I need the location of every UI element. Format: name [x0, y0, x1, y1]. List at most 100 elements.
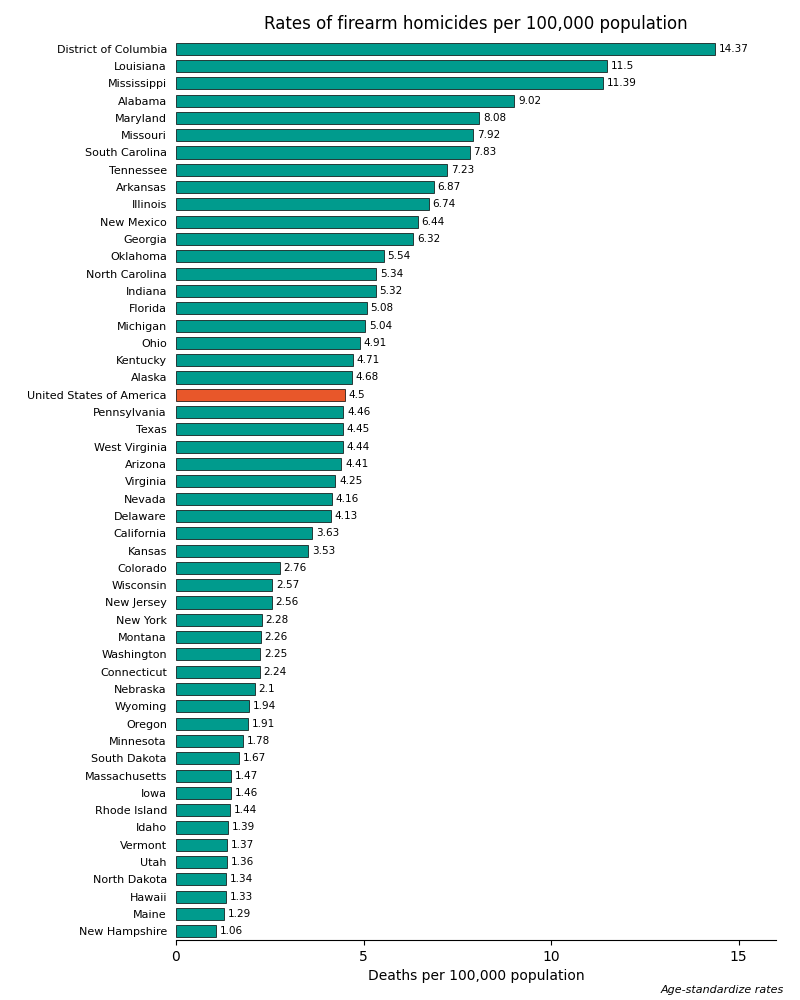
Text: 11.5: 11.5 — [611, 61, 634, 71]
Bar — [176, 458, 342, 470]
Bar — [176, 614, 262, 626]
Text: 5.54: 5.54 — [387, 251, 410, 261]
Bar — [176, 77, 603, 89]
Text: 6.87: 6.87 — [438, 182, 461, 192]
Bar — [176, 371, 351, 384]
Text: Age-standardize rates: Age-standardize rates — [661, 985, 784, 995]
Bar — [176, 683, 254, 695]
Bar — [176, 389, 345, 401]
Text: 6.44: 6.44 — [422, 217, 445, 227]
Bar — [176, 700, 249, 712]
Bar — [176, 406, 343, 418]
Text: 7.83: 7.83 — [474, 147, 497, 157]
Bar — [176, 908, 224, 920]
Text: 2.1: 2.1 — [258, 684, 275, 694]
Text: 5.08: 5.08 — [370, 303, 394, 313]
Bar — [176, 302, 366, 314]
Bar — [176, 873, 226, 885]
Text: 2.76: 2.76 — [283, 563, 306, 573]
Text: 1.34: 1.34 — [230, 874, 254, 884]
Bar — [176, 735, 242, 747]
Bar — [176, 233, 413, 245]
Text: 1.39: 1.39 — [232, 822, 255, 832]
Bar — [176, 891, 226, 903]
Bar — [176, 354, 353, 366]
Bar — [176, 527, 312, 539]
Text: 1.44: 1.44 — [234, 805, 257, 815]
Bar — [176, 648, 260, 660]
Bar — [176, 441, 342, 453]
Bar — [176, 631, 261, 643]
Text: 4.46: 4.46 — [347, 407, 370, 417]
Text: 1.78: 1.78 — [246, 736, 270, 746]
Text: 1.67: 1.67 — [242, 753, 266, 763]
Text: 1.91: 1.91 — [251, 719, 274, 729]
Text: 4.44: 4.44 — [346, 442, 370, 452]
Text: 2.57: 2.57 — [276, 580, 299, 590]
Bar — [176, 95, 514, 107]
Text: 3.63: 3.63 — [316, 528, 339, 538]
Bar — [176, 112, 479, 124]
Bar — [176, 198, 429, 210]
Bar — [176, 562, 279, 574]
Text: 1.33: 1.33 — [230, 892, 253, 902]
X-axis label: Deaths per 100,000 population: Deaths per 100,000 population — [368, 969, 584, 983]
Bar — [176, 579, 272, 591]
Text: 6.32: 6.32 — [417, 234, 440, 244]
Text: 1.47: 1.47 — [235, 771, 258, 781]
Text: 1.37: 1.37 — [231, 840, 254, 850]
Bar — [176, 596, 272, 609]
Title: Rates of firearm homicides per 100,000 population: Rates of firearm homicides per 100,000 p… — [264, 15, 688, 33]
Bar — [176, 718, 248, 730]
Bar — [176, 925, 216, 937]
Text: 4.13: 4.13 — [334, 511, 358, 521]
Bar — [176, 545, 308, 557]
Text: 2.56: 2.56 — [276, 597, 299, 607]
Text: 1.94: 1.94 — [253, 701, 276, 711]
Bar — [176, 216, 418, 228]
Text: 5.34: 5.34 — [380, 269, 403, 279]
Text: 1.46: 1.46 — [234, 788, 258, 798]
Text: 8.08: 8.08 — [482, 113, 506, 123]
Bar — [176, 285, 375, 297]
Text: 14.37: 14.37 — [718, 44, 749, 54]
Text: 1.06: 1.06 — [219, 926, 242, 936]
Text: 11.39: 11.39 — [607, 78, 637, 88]
Text: 5.04: 5.04 — [369, 321, 392, 331]
Text: 5.32: 5.32 — [379, 286, 402, 296]
Text: 2.26: 2.26 — [265, 632, 288, 642]
Bar — [176, 320, 365, 332]
Text: 4.68: 4.68 — [355, 372, 378, 382]
Text: 2.25: 2.25 — [264, 649, 287, 659]
Text: 4.45: 4.45 — [346, 424, 370, 434]
Text: 4.25: 4.25 — [339, 476, 362, 486]
Bar — [176, 475, 335, 487]
Text: 1.36: 1.36 — [230, 857, 254, 867]
Bar — [176, 129, 473, 141]
Text: 4.5: 4.5 — [349, 390, 365, 400]
Bar — [176, 164, 447, 176]
Text: 6.74: 6.74 — [433, 199, 456, 209]
Bar — [176, 804, 230, 816]
Text: 1.29: 1.29 — [228, 909, 251, 919]
Bar — [176, 337, 360, 349]
Bar — [176, 181, 434, 193]
Bar — [176, 821, 228, 834]
Bar — [176, 666, 260, 678]
Bar — [176, 839, 227, 851]
Text: 7.23: 7.23 — [451, 165, 474, 175]
Bar — [176, 493, 332, 505]
Bar — [176, 43, 715, 55]
Bar — [176, 423, 343, 435]
Text: 2.24: 2.24 — [264, 667, 287, 677]
Text: 2.28: 2.28 — [266, 615, 289, 625]
Bar — [176, 752, 238, 764]
Text: 7.92: 7.92 — [477, 130, 500, 140]
Bar — [176, 146, 470, 159]
Text: 4.71: 4.71 — [356, 355, 380, 365]
Text: 4.41: 4.41 — [345, 459, 368, 469]
Bar — [176, 770, 231, 782]
Bar — [176, 787, 230, 799]
Bar — [176, 250, 384, 262]
Text: 4.16: 4.16 — [336, 494, 359, 504]
